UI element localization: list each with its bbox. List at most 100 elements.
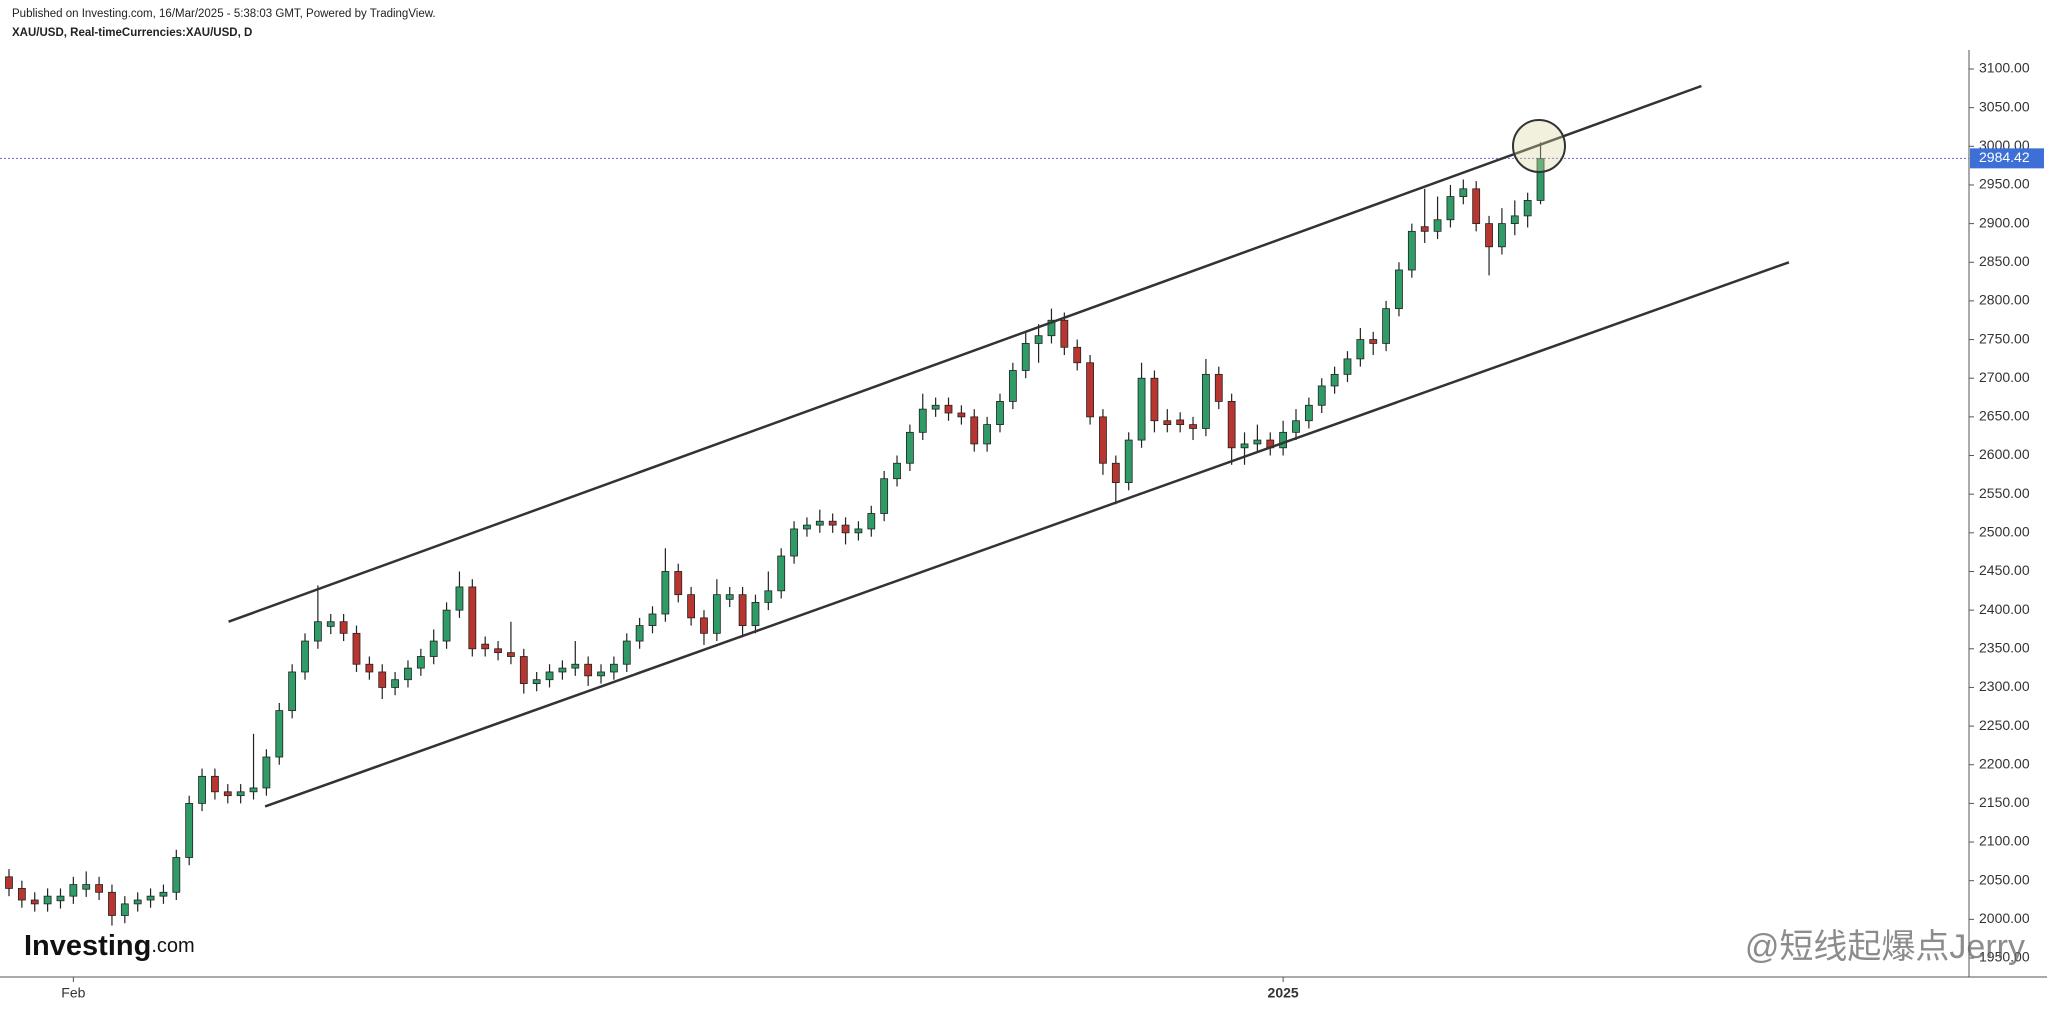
logo-suffix: .com	[151, 935, 194, 957]
candle-body	[828, 520, 837, 526]
candle-body	[468, 586, 477, 650]
candle-body	[1034, 335, 1043, 344]
candle-body	[661, 571, 670, 615]
candle-body	[69, 884, 78, 897]
candle-body	[108, 891, 116, 916]
candle-body	[249, 787, 258, 793]
candle-body	[1008, 370, 1017, 402]
candle-body	[906, 431, 914, 464]
y-tick-label: 2800.00	[1979, 292, 2030, 308]
y-tick-label: 2050.00	[1979, 871, 2030, 887]
y-tick-label: 2600.00	[1979, 446, 2030, 462]
last-price-label: 2984.42	[1979, 149, 2030, 165]
y-tick-label: 1950.00	[1979, 949, 2030, 965]
candle-body	[648, 613, 657, 626]
candle-body	[43, 895, 52, 905]
candle-body	[326, 621, 335, 627]
y-tick-label: 3100.00	[1979, 60, 2030, 76]
published-note: Published on Investing.com, 16/Mar/2025 …	[12, 8, 436, 20]
candle-body	[622, 640, 631, 665]
candle-body	[1060, 319, 1069, 348]
candle-body	[584, 663, 593, 677]
candle-body	[339, 621, 348, 634]
y-tick-label: 2950.00	[1979, 176, 2030, 192]
candle-body	[1317, 385, 1326, 406]
candle-body	[1343, 358, 1352, 375]
logo-text: Investing	[24, 930, 151, 962]
candle-body	[185, 802, 194, 858]
candle-body	[1111, 462, 1120, 483]
candle-body	[1523, 200, 1532, 217]
candle-body	[172, 857, 181, 893]
candle-body	[494, 648, 502, 654]
candle-body	[803, 524, 811, 530]
candle-body	[1189, 424, 1197, 429]
candle-body	[764, 590, 773, 603]
y-tick-label: 2900.00	[1979, 214, 2030, 230]
candle-body	[597, 671, 605, 677]
candle-body	[918, 408, 927, 433]
candle-body	[223, 791, 232, 797]
y-tick-label: 2250.00	[1979, 717, 2030, 733]
candle-body	[288, 671, 297, 712]
highlight-circle	[1512, 119, 1566, 173]
candle-body	[1227, 401, 1236, 449]
y-tick-label: 2100.00	[1979, 833, 2030, 849]
y-tick-label: 2850.00	[1979, 253, 2030, 269]
candle-body	[1498, 223, 1506, 248]
candle-body	[1433, 219, 1442, 232]
y-tick-label: 3050.00	[1979, 98, 2030, 114]
candle-body	[1021, 343, 1030, 371]
candle-body	[56, 895, 65, 902]
y-tick-label: 2300.00	[1979, 678, 2030, 694]
candle-body	[854, 528, 863, 534]
candle-body	[1510, 215, 1519, 225]
candle-body	[1356, 339, 1365, 360]
candle-body	[275, 710, 284, 758]
candle-body	[404, 667, 412, 681]
candle-body	[1073, 346, 1082, 364]
candle-body	[391, 679, 400, 688]
candle-body	[1420, 226, 1429, 232]
candle-body	[687, 594, 696, 619]
candle-body	[1459, 188, 1468, 197]
y-tick-label: 2750.00	[1979, 330, 2030, 346]
candle-body	[957, 412, 966, 418]
candle-body	[983, 424, 992, 445]
candle-body	[1099, 416, 1107, 464]
y-tick-label: 2350.00	[1979, 639, 2030, 655]
candle-body	[352, 632, 361, 665]
candle-body	[1163, 420, 1172, 425]
y-tick-label: 2150.00	[1979, 794, 2030, 810]
candle-body	[1086, 362, 1094, 418]
candle-body	[1279, 431, 1288, 449]
candle-body	[198, 775, 206, 804]
trend-line	[264, 261, 1790, 808]
candle-body	[416, 656, 425, 669]
trend-line	[228, 84, 1702, 623]
candle-body	[1253, 439, 1262, 445]
candle-body	[17, 888, 26, 901]
candle-body	[1176, 419, 1185, 425]
candle-body	[700, 617, 708, 634]
candle-body	[944, 404, 953, 414]
candle-body	[159, 891, 168, 897]
candle-body	[262, 756, 271, 789]
y-tick-label: 2650.00	[1979, 408, 2030, 424]
candle-body	[841, 524, 850, 534]
candle-body	[725, 594, 734, 600]
candle-body	[880, 478, 889, 514]
candle-body	[1536, 158, 1545, 201]
candle-body	[429, 640, 438, 657]
candle-body	[1407, 230, 1416, 271]
candle-body	[507, 652, 515, 657]
y-tick-label: 2000.00	[1979, 910, 2030, 926]
candle-body	[365, 663, 374, 673]
watermark: @短线起爆点Jerry	[1745, 928, 2025, 966]
candle-body	[674, 571, 683, 596]
y-tick-label: 2400.00	[1979, 601, 2030, 617]
candle-body	[313, 621, 322, 642]
candle-body	[712, 594, 721, 634]
candle-body	[82, 884, 91, 890]
candle-body	[893, 462, 901, 480]
